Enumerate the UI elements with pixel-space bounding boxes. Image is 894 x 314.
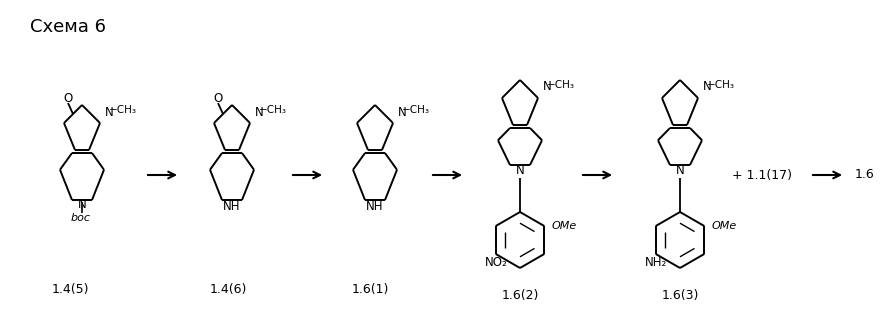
Text: N: N — [105, 106, 114, 118]
Text: Схема 6: Схема 6 — [30, 18, 105, 36]
Text: NO₂: NO₂ — [484, 256, 507, 268]
Text: N: N — [675, 164, 684, 176]
Text: NH: NH — [366, 199, 384, 213]
Text: N: N — [397, 106, 406, 118]
Text: boc: boc — [71, 213, 91, 223]
Text: 1.4(6): 1.4(6) — [209, 284, 247, 296]
Text: N: N — [515, 164, 524, 176]
Text: −CH₃: −CH₃ — [706, 80, 734, 90]
Text: NH₂: NH₂ — [644, 256, 666, 268]
Text: −CH₃: −CH₃ — [546, 80, 574, 90]
Text: 1.6(2): 1.6(2) — [501, 289, 538, 301]
Text: OMe: OMe — [551, 221, 577, 231]
Text: −CH₃: −CH₃ — [258, 105, 287, 115]
Text: 1.4(5): 1.4(5) — [51, 284, 89, 296]
Text: OMe: OMe — [711, 221, 736, 231]
Text: 1.6: 1.6 — [854, 169, 874, 181]
Text: 1.6(3): 1.6(3) — [661, 289, 698, 301]
Text: 1.6(1): 1.6(1) — [351, 284, 388, 296]
Text: N: N — [254, 106, 263, 118]
Text: −CH₃: −CH₃ — [401, 105, 429, 115]
Text: N: N — [542, 80, 551, 94]
Text: N: N — [702, 80, 711, 94]
Text: NH: NH — [223, 199, 240, 213]
Text: + 1.1(17): + 1.1(17) — [731, 169, 791, 181]
Text: N: N — [78, 198, 87, 212]
Text: O: O — [63, 91, 72, 105]
Text: −CH₃: −CH₃ — [109, 105, 137, 115]
Text: O: O — [213, 91, 223, 105]
